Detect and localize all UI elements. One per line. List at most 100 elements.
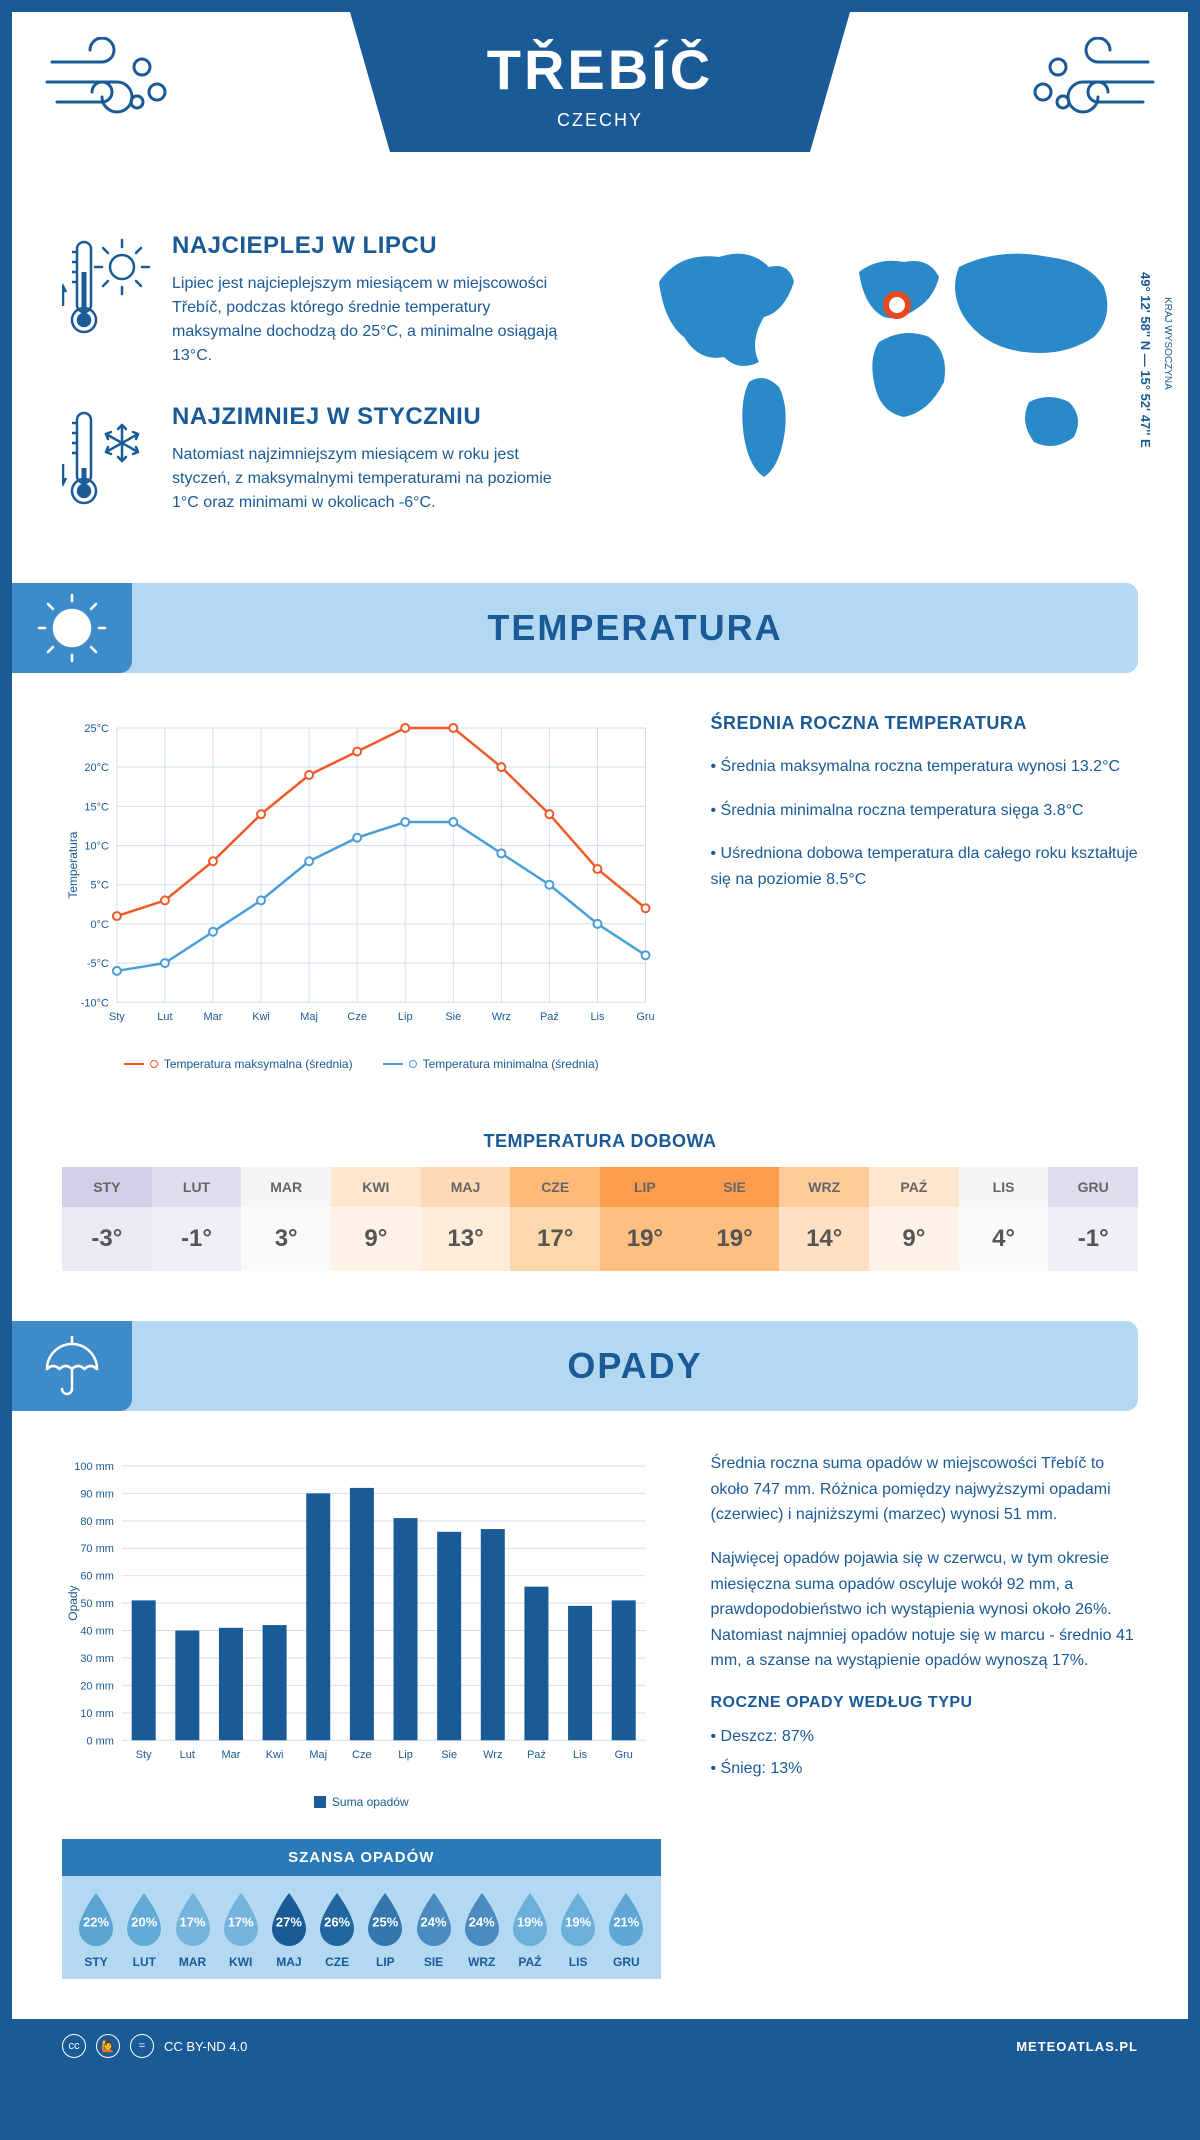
precip-chart-section: 0 mm10 mm20 mm30 mm40 mm50 mm60 mm70 mm8… — [12, 1411, 1188, 2019]
svg-text:Gru: Gru — [636, 1011, 654, 1023]
precip-section-title: OPADY — [132, 1345, 1138, 1387]
site-name: METEOATLAS.PL — [1016, 2039, 1138, 2054]
license-text: CC BY-ND 4.0 — [164, 2039, 247, 2054]
raindrop-icon: 24% — [411, 1891, 457, 1947]
header: TŘEBÍČ CZECHY — [12, 12, 1188, 192]
svg-text:Mar: Mar — [204, 1011, 223, 1023]
svg-text:60 mm: 60 mm — [80, 1571, 114, 1583]
svg-text:80 mm: 80 mm — [80, 1516, 114, 1528]
info-section: NAJCIEPLEJ W LIPCU Lipiec jest najcieple… — [12, 192, 1188, 583]
rain-by-type: ROCZNE OPADY WEDŁUG TYPU • Deszcz: 87% •… — [711, 1694, 1139, 1781]
drop-cell: 22% STY — [72, 1891, 120, 1969]
precip-chart-box: 0 mm10 mm20 mm30 mm40 mm50 mm60 mm70 mm8… — [62, 1451, 661, 1979]
rain-chance: SZANSA OPADÓW 22% STY 20% LUT 17% MAR 17… — [62, 1839, 661, 1979]
info-left: NAJCIEPLEJ W LIPCU Lipiec jest najcieple… — [62, 232, 580, 553]
warmest-text: NAJCIEPLEJ W LIPCU Lipiec jest najcieple… — [172, 232, 580, 368]
svg-text:Opady: Opady — [66, 1586, 80, 1621]
city-name: TŘEBÍČ — [350, 37, 850, 102]
temp-text: ŚREDNIA ROCZNA TEMPERATURA • Średnia mak… — [711, 713, 1139, 1071]
svg-text:90 mm: 90 mm — [80, 1489, 114, 1501]
svg-text:Temperatura: Temperatura — [66, 831, 80, 898]
svg-text:70 mm: 70 mm — [80, 1543, 114, 1555]
svg-text:-10°C: -10°C — [81, 997, 109, 1009]
svg-text:Sie: Sie — [441, 1749, 457, 1761]
country-name: CZECHY — [350, 110, 850, 131]
drop-cell: 24% SIE — [409, 1891, 457, 1969]
temp-cell: GRU -1° — [1048, 1167, 1138, 1271]
region-label: KRAJ WYSOCZYNA — [1162, 297, 1173, 390]
svg-text:Kwi: Kwi — [266, 1749, 284, 1761]
raindrop-icon: 22% — [73, 1891, 119, 1947]
temp-cell: PAŹ 9° — [869, 1167, 959, 1271]
legend-min: Temperatura minimalna (średnia) — [383, 1057, 599, 1071]
rain-chance-title: SZANSA OPADÓW — [62, 1839, 661, 1876]
warmest-title: NAJCIEPLEJ W LIPCU — [172, 232, 580, 260]
wind-icon-right — [1018, 37, 1158, 132]
thermometer-sun-icon — [62, 232, 152, 368]
by-icon: 🙋 — [96, 2034, 120, 2058]
raindrop-icon: 25% — [362, 1891, 408, 1947]
footer-left: cc 🙋 = CC BY-ND 4.0 — [62, 2034, 247, 2058]
svg-text:Mar: Mar — [222, 1749, 241, 1761]
drop-cell: 19% LIS — [554, 1891, 602, 1969]
temp-cell: MAR 3° — [241, 1167, 331, 1271]
svg-text:Maj: Maj — [309, 1749, 327, 1761]
svg-text:-5°C: -5°C — [87, 958, 109, 970]
coldest-desc: Natomiast najzimniejszym miesiącem w rok… — [172, 443, 580, 515]
temp-cell: CZE 17° — [510, 1167, 600, 1271]
thermometer-snow-icon — [62, 403, 152, 518]
coordinates: 49° 12' 58'' N — 15° 52' 47'' E — [1138, 272, 1153, 448]
temp-cell: SIE 19° — [690, 1167, 780, 1271]
temp-bullet2: • Średnia minimalna roczna temperatura s… — [711, 798, 1139, 824]
precip-text: Średnia roczna suma opadów w miejscowośc… — [711, 1451, 1139, 1979]
svg-text:30 mm: 30 mm — [80, 1653, 114, 1665]
svg-text:Sty: Sty — [136, 1749, 152, 1761]
svg-text:Paź: Paź — [527, 1749, 546, 1761]
svg-text:Lip: Lip — [398, 1749, 413, 1761]
raindrop-icon: 17% — [170, 1891, 216, 1947]
temp-banner: TEMPERATURA — [12, 583, 1138, 673]
svg-text:10°C: 10°C — [84, 841, 109, 853]
raindrop-icon: 21% — [603, 1891, 649, 1947]
precip-bar-chart: 0 mm10 mm20 mm30 mm40 mm50 mm60 mm70 mm8… — [62, 1451, 661, 1780]
svg-text:Gru: Gru — [615, 1749, 633, 1761]
coldest-title: NAJZIMNIEJ W STYCZNIU — [172, 403, 580, 431]
drop-cell: 19% PAŹ — [506, 1891, 554, 1969]
temp-section-title: TEMPERATURA — [132, 607, 1138, 649]
drop-cell: 17% MAR — [168, 1891, 216, 1969]
precip-legend: Suma opadów — [62, 1795, 661, 1809]
coldest-block: NAJZIMNIEJ W STYCZNIU Natomiast najzimni… — [62, 403, 580, 518]
svg-text:15°C: 15°C — [84, 801, 109, 813]
svg-text:Kwi: Kwi — [252, 1011, 270, 1023]
svg-text:Maj: Maj — [300, 1011, 318, 1023]
svg-text:Cze: Cze — [352, 1749, 372, 1761]
svg-text:Sie: Sie — [445, 1011, 461, 1023]
drop-cell: 24% WRZ — [458, 1891, 506, 1969]
drop-cell: 20% LUT — [120, 1891, 168, 1969]
svg-text:0 mm: 0 mm — [86, 1735, 113, 1747]
svg-text:Lip: Lip — [398, 1011, 413, 1023]
svg-text:Paź: Paź — [540, 1011, 559, 1023]
temp-chart-section: -10°C-5°C0°C5°C10°C15°C20°C25°CStyLutMar… — [12, 673, 1188, 1111]
drop-cell: 26% CZE — [313, 1891, 361, 1969]
warmest-block: NAJCIEPLEJ W LIPCU Lipiec jest najcieple… — [62, 232, 580, 368]
sun-icon — [12, 583, 132, 673]
precip-para1: Średnia roczna suma opadów w miejscowośc… — [711, 1451, 1139, 1528]
rain-chance-body: 22% STY 20% LUT 17% MAR 17% KWI — [62, 1876, 661, 1979]
precip-para2: Najwięcej opadów pojawia się w czerwcu, … — [711, 1546, 1139, 1674]
drop-cell: 17% KWI — [217, 1891, 265, 1969]
warmest-desc: Lipiec jest najcieplejszym miesiącem w m… — [172, 272, 580, 368]
drop-cell: 27% MAJ — [265, 1891, 313, 1969]
raindrop-icon: 27% — [266, 1891, 312, 1947]
svg-text:40 mm: 40 mm — [80, 1626, 114, 1638]
info-right: 49° 12' 58'' N — 15° 52' 47'' E KRAJ WYS… — [620, 232, 1138, 553]
raindrop-icon: 19% — [555, 1891, 601, 1947]
nd-icon: = — [130, 2034, 154, 2058]
temp-legend: Temperatura maksymalna (średnia) Tempera… — [62, 1057, 661, 1071]
temp-cell: LUT -1° — [152, 1167, 242, 1271]
svg-text:Lis: Lis — [573, 1749, 588, 1761]
temp-bullet3: • Uśredniona dobowa temperatura dla całe… — [711, 841, 1139, 892]
svg-text:100 mm: 100 mm — [74, 1461, 114, 1473]
temp-cell: KWI 9° — [331, 1167, 421, 1271]
svg-text:25°C: 25°C — [84, 723, 109, 735]
